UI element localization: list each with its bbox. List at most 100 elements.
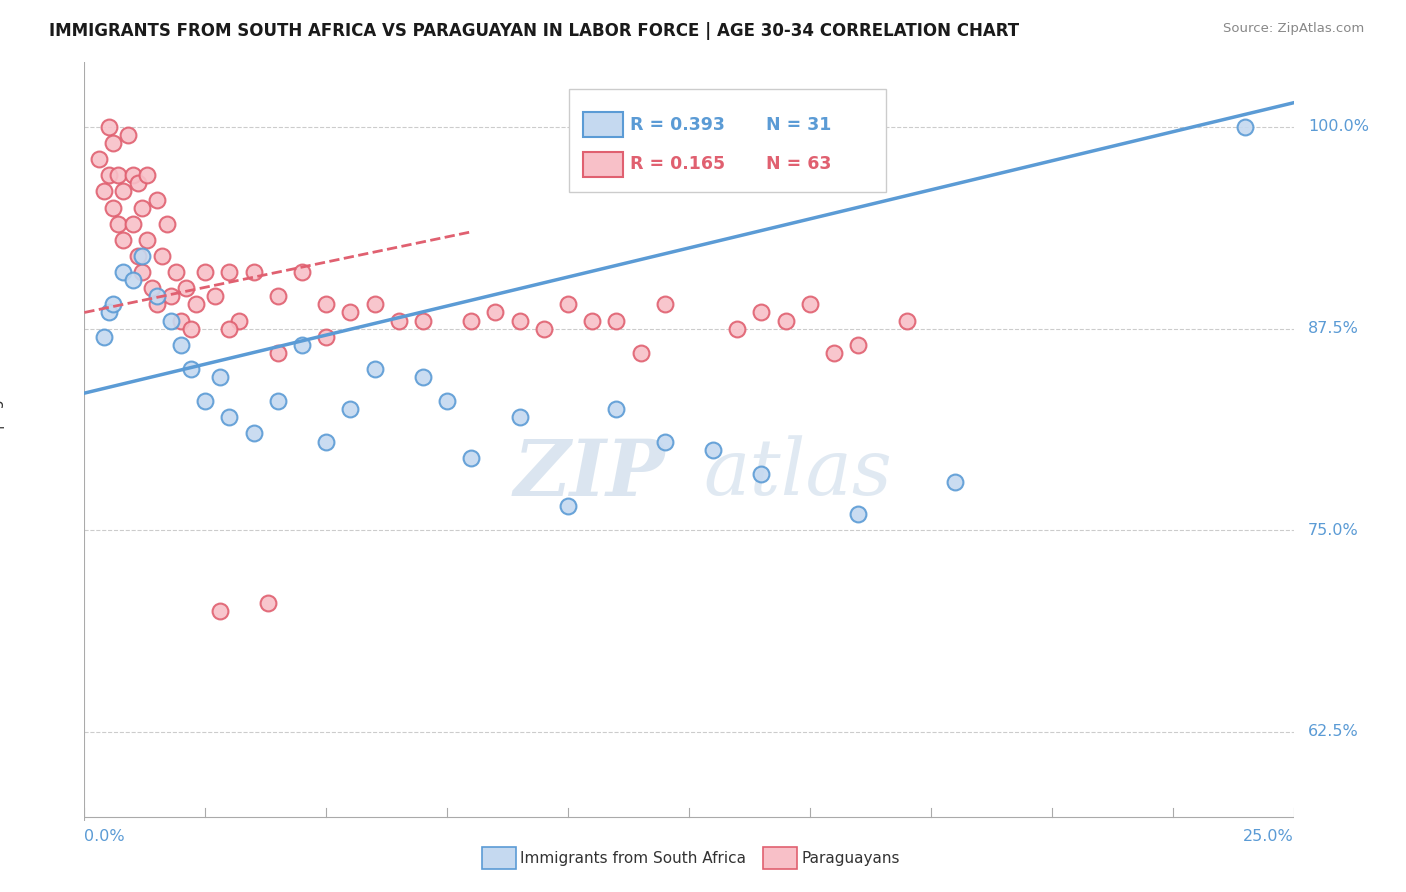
Text: In Labor Force | Age 30-34: In Labor Force | Age 30-34 (0, 340, 6, 543)
Point (1234, 120, 1257, 134)
Text: 100.0%: 100.0% (1308, 120, 1369, 135)
Point (654, 297, 676, 311)
Point (103, 201, 125, 215)
Point (117, 128, 139, 142)
Point (194, 265, 217, 279)
Point (127, 249, 149, 263)
Point (363, 297, 385, 311)
Point (533, 321, 555, 335)
Point (107, 217, 129, 231)
Point (823, 346, 845, 360)
Point (184, 297, 207, 311)
Point (896, 313, 918, 327)
Point (208, 370, 231, 384)
Point (751, 467, 773, 481)
Point (291, 265, 314, 279)
Point (160, 289, 183, 303)
Point (87, 153, 110, 167)
Point (315, 329, 337, 343)
Point (267, 346, 290, 360)
Point (654, 434, 676, 449)
Point (141, 281, 163, 295)
Point (412, 370, 434, 384)
Point (315, 434, 337, 449)
Point (218, 410, 240, 425)
Point (267, 394, 290, 409)
Point (218, 321, 240, 335)
Text: N = 31: N = 31 (766, 116, 831, 134)
Point (194, 394, 217, 409)
Point (136, 233, 159, 247)
Point (267, 289, 290, 303)
Point (208, 604, 231, 618)
Point (97, 169, 120, 183)
Point (315, 297, 337, 311)
Text: ZIP: ZIP (513, 435, 665, 512)
Point (605, 402, 627, 417)
Point (127, 177, 149, 191)
Point (557, 297, 579, 311)
Text: 0.0%: 0.0% (84, 829, 125, 844)
Point (509, 313, 531, 327)
Point (460, 450, 482, 465)
Point (131, 201, 153, 215)
Text: 62.5%: 62.5% (1308, 724, 1358, 739)
Point (112, 233, 135, 247)
Point (460, 313, 482, 327)
Point (605, 313, 627, 327)
Point (630, 346, 652, 360)
Text: R = 0.393: R = 0.393 (630, 116, 724, 134)
Text: N = 63: N = 63 (766, 155, 831, 173)
Point (136, 169, 159, 183)
Text: 87.5%: 87.5% (1308, 321, 1360, 336)
Point (557, 499, 579, 513)
Point (180, 321, 202, 335)
Point (180, 362, 202, 376)
Point (121, 217, 143, 231)
Point (112, 185, 135, 199)
Point (388, 313, 411, 327)
Point (170, 313, 193, 327)
Point (150, 249, 173, 263)
Point (943, 475, 966, 489)
Text: IMMIGRANTS FROM SOUTH AFRICA VS PARAGUAYAN IN LABOR FORCE | AGE 30-34 CORRELATIO: IMMIGRANTS FROM SOUTH AFRICA VS PARAGUAY… (49, 22, 1019, 40)
Point (751, 305, 773, 319)
Text: 75.0%: 75.0% (1308, 523, 1358, 538)
Point (165, 265, 187, 279)
Point (146, 193, 169, 207)
Point (242, 265, 264, 279)
Point (170, 337, 193, 351)
Point (509, 410, 531, 425)
Text: 25.0%: 25.0% (1243, 829, 1294, 844)
Point (484, 305, 506, 319)
Point (581, 313, 603, 327)
Text: Paraguayans: Paraguayans (801, 851, 900, 865)
Point (97, 120, 120, 134)
Point (339, 402, 361, 417)
Point (131, 265, 153, 279)
Point (103, 297, 125, 311)
Point (218, 265, 240, 279)
Point (97, 305, 120, 319)
Text: Source: ZipAtlas.com: Source: ZipAtlas.com (1223, 22, 1364, 36)
Text: R = 0.165: R = 0.165 (630, 155, 725, 173)
Point (702, 442, 724, 457)
Point (103, 136, 125, 150)
Point (775, 313, 797, 327)
Point (121, 169, 143, 183)
Point (107, 169, 129, 183)
Point (412, 313, 434, 327)
Point (846, 337, 869, 351)
Point (436, 394, 458, 409)
Point (146, 297, 169, 311)
Point (93, 329, 115, 343)
Point (174, 281, 197, 295)
Point (363, 362, 385, 376)
Point (846, 507, 869, 521)
Point (204, 289, 226, 303)
Text: atlas: atlas (703, 435, 893, 512)
Point (242, 426, 264, 441)
Point (121, 273, 143, 287)
Point (291, 337, 314, 351)
Point (799, 297, 821, 311)
